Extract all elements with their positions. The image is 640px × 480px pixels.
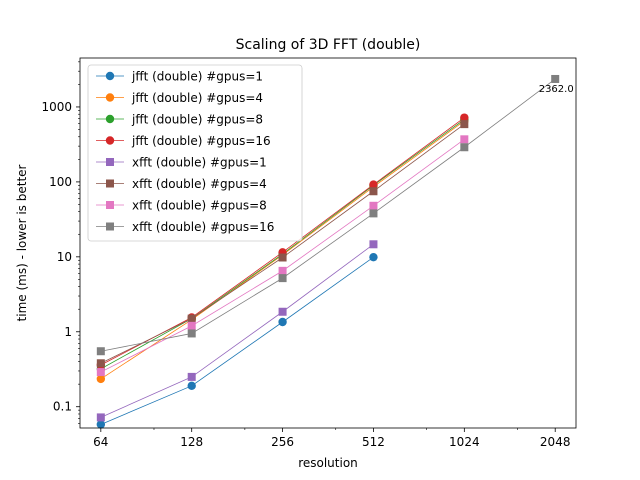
- y-tick-label: 0.1: [53, 400, 72, 414]
- data-point-s6-p2: [278, 266, 287, 275]
- legend-marker-6: [106, 201, 114, 209]
- y-axis-label: time (ms) - lower is better: [15, 164, 29, 321]
- series-markers: [96, 74, 560, 429]
- data-point-s6-p0: [96, 368, 105, 377]
- legend-label-7: xfft (double) #gpus=16: [132, 220, 274, 234]
- data-point-s7-p1: [187, 329, 196, 338]
- data-point-s3-p4: [460, 113, 469, 122]
- data-point-s4-p1: [187, 372, 196, 381]
- x-tick-label: 64: [93, 435, 108, 449]
- legend-marker-7: [106, 222, 114, 231]
- data-point-s7-p2: [278, 274, 287, 283]
- data-point-s4-p2: [278, 307, 287, 316]
- data-point-s7-p0: [96, 347, 105, 356]
- y-axis-ticks: 0.1 1 10 100 1000: [41, 61, 80, 424]
- y-tick-label: 100: [49, 175, 72, 189]
- legend-box: [87, 64, 303, 242]
- legend: jfft (double) #gpus=1 jfft (double) #gpus…: [87, 64, 303, 242]
- data-point-s7-p4: [460, 143, 469, 152]
- series-line-4: [100, 243, 374, 418]
- data-point-s6-p4: [460, 135, 469, 144]
- data-point-s0-p2: [278, 317, 287, 327]
- legend-marker-0: [105, 71, 115, 81]
- data-point-s7-p5: [551, 74, 560, 83]
- plot-frame: [79, 57, 577, 429]
- data-point-s4-p0: [96, 413, 105, 422]
- series-line-0: [100, 256, 374, 425]
- legend-label-1: jfft (double) #gpus=4: [131, 91, 263, 105]
- legend-label-0: jfft (double) #gpus=1: [131, 70, 263, 84]
- legend-marker-1: [105, 93, 115, 102]
- x-axis-ticks: 64 128 256 512 1024 2048: [93, 428, 570, 449]
- legend-label-4: xfft (double) #gpus=1: [132, 156, 267, 170]
- x-tick-label: 512: [362, 435, 385, 449]
- series-line-7: [100, 78, 556, 352]
- legend-marker-4: [106, 158, 114, 166]
- y-tick-label: 1000: [41, 100, 72, 114]
- chart-title: Scaling of 3D FFT (double): [236, 37, 421, 53]
- data-point-s4-p3: [369, 240, 378, 249]
- data-point-s5-p1: [187, 314, 196, 323]
- data-point-s6-p1: [187, 321, 196, 330]
- x-axis-label: resolution: [298, 456, 358, 470]
- x-tick-label: 1024: [449, 435, 480, 449]
- data-point-s1-p0: [96, 374, 106, 384]
- x-tick-label: 256: [271, 435, 294, 449]
- legend-label-3: jfft (double) #gpus=16: [131, 134, 271, 148]
- legend-label-5: xfft (double) #gpus=4: [132, 177, 267, 191]
- data-point-s7-p3: [369, 209, 378, 218]
- legend-marker-5: [106, 179, 114, 188]
- legend-marker-3: [105, 136, 115, 145]
- x-tick-label: 128: [180, 435, 203, 449]
- data-point-s0-p3: [369, 252, 378, 262]
- data-point-s6-p3: [369, 201, 378, 210]
- data-point-s5-p4: [460, 120, 469, 129]
- data-point-s0-p0: [96, 420, 106, 429]
- annotations: 2362.0: [539, 84, 574, 95]
- legend-label-2: jfft (double) #gpus=8: [131, 113, 263, 127]
- legend-label-6: xfft (double) #gpus=8: [132, 199, 267, 213]
- legend-marker-2: [105, 114, 115, 124]
- data-point-s0-p1: [187, 381, 196, 391]
- y-tick-label: 1: [64, 325, 72, 339]
- data-point-s5-p0: [96, 359, 105, 368]
- data-point-s3-p3: [369, 180, 378, 189]
- y-tick-label: 10: [57, 250, 72, 264]
- data-point-s5-p2: [278, 253, 287, 262]
- data-point-s5-p3: [369, 187, 378, 196]
- annotation-label: 2362.0: [539, 84, 574, 95]
- x-tick-label: 2048: [540, 435, 571, 449]
